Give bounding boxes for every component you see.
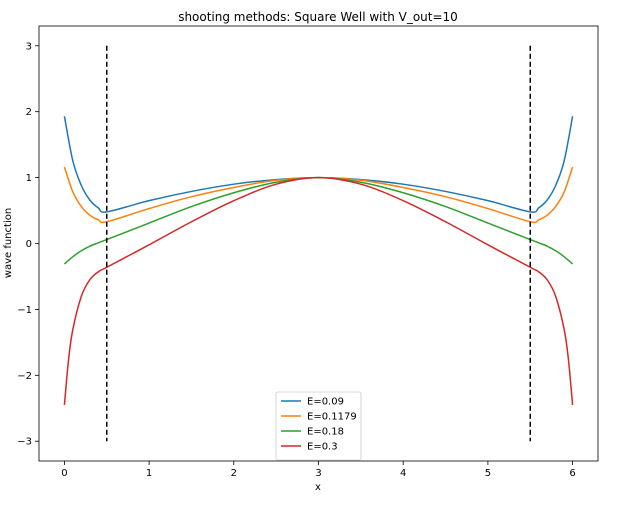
y-tick-label: 1 <box>26 173 32 184</box>
y-tick-label: 0 <box>26 239 32 250</box>
series-line-1 <box>63 116 574 213</box>
x-tick-label: 1 <box>146 468 152 479</box>
axis-ticks: 0 1 2 3 4 5 6 −3 −2 −1 0 1 2 3 <box>17 41 576 479</box>
x-tick-label: 6 <box>569 468 575 479</box>
series-line-4 <box>63 176 574 406</box>
legend-label-2: E=0.1179 <box>307 412 357 423</box>
y-tick-label: −1 <box>17 305 32 316</box>
y-tick-label: −3 <box>17 437 32 448</box>
x-tick-label: 0 <box>61 468 67 479</box>
x-tick-label: 4 <box>400 468 406 479</box>
series-line-2 <box>63 166 574 224</box>
y-tick-label: −2 <box>17 371 32 382</box>
legend: E=0.09 E=0.1179 E=0.18 E=0.3 <box>275 391 362 461</box>
x-tick-label: 2 <box>231 468 237 479</box>
x-axis-label: x <box>315 482 321 493</box>
x-tick-label: 3 <box>315 468 321 479</box>
series-line-3 <box>63 176 574 265</box>
plot-area <box>63 45 574 442</box>
legend-label-4: E=0.3 <box>307 442 338 453</box>
y-tick-label: 2 <box>26 107 32 118</box>
legend-label-1: E=0.09 <box>307 397 344 408</box>
chart-title: shooting methods: Square Well with V_out… <box>178 10 458 24</box>
x-tick-label: 5 <box>485 468 491 479</box>
y-axis-label: wave function <box>3 208 14 278</box>
legend-box <box>275 391 362 461</box>
legend-label-3: E=0.18 <box>307 427 344 438</box>
y-tick-label: 3 <box>26 41 32 52</box>
